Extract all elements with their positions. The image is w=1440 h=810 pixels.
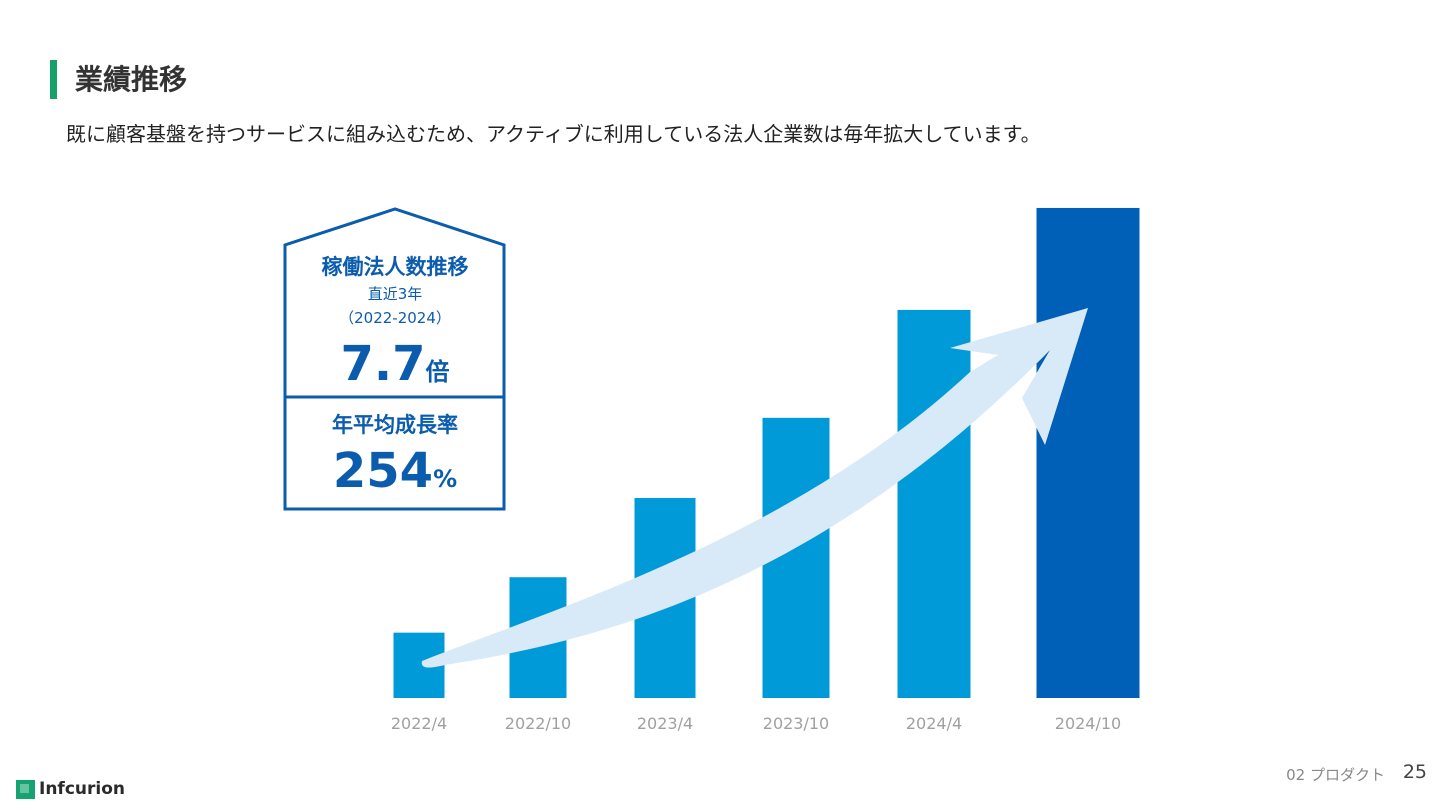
x-tick-label: 2024/10 — [1055, 714, 1121, 733]
x-axis-labels: 2022/4 2022/10 2023/4 2023/10 2024/4 2024/10 — [391, 714, 1121, 733]
logo-mark-icon — [16, 779, 35, 799]
callout-bottom-box — [283, 395, 506, 511]
page-number: 25 — [1402, 761, 1427, 783]
x-tick-label: 2022/10 — [505, 714, 571, 733]
callout-heading: 稼働法人数推移 — [322, 255, 469, 279]
x-tick-label: 2022/4 — [391, 714, 447, 733]
x-tick-label: 2023/4 — [637, 714, 693, 733]
logo-text: Infcurion — [39, 779, 125, 799]
callout-growth-label: 年平均成長率 — [332, 413, 458, 437]
page-title: 業績推移 — [75, 63, 188, 96]
trend-arrow — [421, 308, 1088, 668]
bar-2024-4 — [897, 309, 971, 698]
page-subtitle: 既に顧客基盤を持つサービスに組み込むため、アクティブに利用している法人企業数は毎… — [66, 122, 1041, 146]
x-tick-label: 2023/10 — [763, 714, 829, 733]
title-accent-bar — [50, 60, 57, 99]
growth-unit: % — [433, 465, 457, 493]
bar-2024-10 — [1036, 207, 1140, 698]
callout-multiplier: 7.7倍 — [340, 336, 449, 392]
callout-house-top — [283, 207, 506, 397]
callout-period-line1: 直近3年 — [368, 285, 423, 303]
company-logo: Infcurion — [16, 778, 125, 800]
x-tick-label: 2024/4 — [906, 714, 962, 733]
callout-box: 稼働法人数推移 直近3年 （2022-2024） 7.7倍 年平均成長率 254… — [283, 207, 506, 511]
growth-value: 254 — [333, 443, 433, 499]
footer-section-label: 02 プロダクト — [1286, 766, 1385, 784]
callout-period-line2: （2022-2024） — [339, 309, 451, 327]
multiplier-unit: 倍 — [426, 358, 450, 386]
multiplier-value: 7.7 — [340, 336, 425, 392]
callout-growth: 254% — [333, 443, 457, 499]
